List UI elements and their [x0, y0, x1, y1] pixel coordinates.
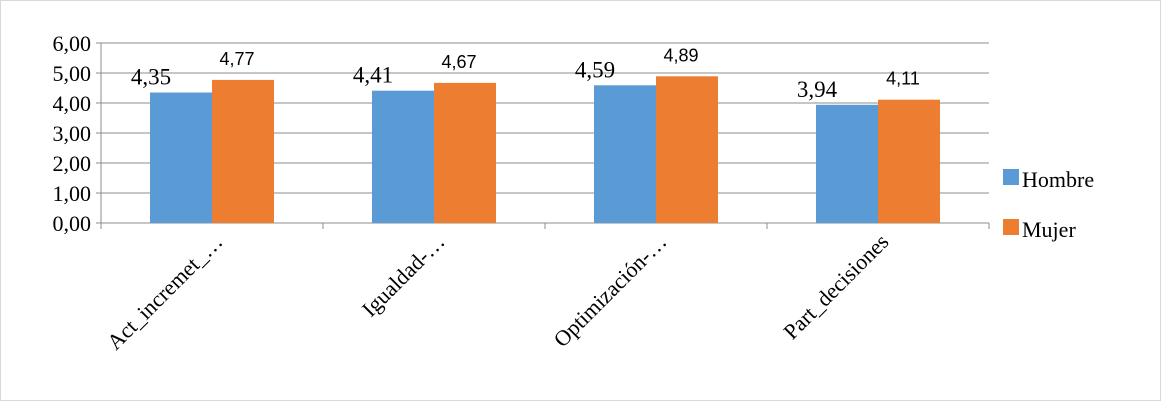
x-category-label: Igualdad-…	[357, 229, 450, 322]
legend-label-hombre: Hombre	[1022, 167, 1094, 192]
data-label-hombre: 4,59	[575, 57, 615, 82]
bar-mujer	[656, 76, 718, 223]
y-tick-label: 1,00	[53, 181, 92, 206]
x-category-label: Act_incremet_…	[102, 229, 228, 355]
bar-hombre	[372, 90, 434, 223]
y-tick-label: 2,00	[53, 151, 92, 176]
legend: Hombre Mujer	[1003, 167, 1094, 242]
bar-hombre	[816, 104, 878, 223]
x-category-label: Optimización-…	[548, 229, 671, 352]
bars	[150, 76, 940, 224]
data-label-hombre: 4,35	[131, 65, 171, 90]
data-label-mujer: 4,11	[886, 69, 920, 89]
legend-label-mujer: Mujer	[1022, 217, 1076, 242]
bar-mujer	[878, 99, 940, 223]
y-tick-label: 6,00	[53, 31, 92, 56]
data-label-mujer: 4,77	[219, 49, 254, 69]
bar-mujer	[434, 82, 496, 224]
bar-hombre	[594, 85, 656, 223]
data-label-hombre: 4,41	[353, 63, 393, 88]
data-label-mujer: 4,89	[663, 45, 698, 65]
y-tick-label: 0,00	[53, 211, 92, 236]
bar-mujer	[212, 79, 274, 224]
x-category-label: Part_decisiones	[778, 229, 893, 344]
y-tick-label: 4,00	[53, 91, 92, 116]
bar-hombre	[150, 92, 212, 223]
legend-swatch-mujer	[1003, 219, 1019, 235]
y-tick-label: 3,00	[53, 121, 92, 146]
data-label-hombre: 3,94	[797, 77, 838, 102]
legend-swatch-hombre	[1003, 169, 1019, 185]
data-label-mujer: 4,67	[441, 52, 476, 72]
y-tick-label: 5,00	[53, 61, 92, 86]
data-labels: 4,35 4,77 4,41 4,67 4,59 4,89 3,94 4,11	[131, 45, 920, 102]
